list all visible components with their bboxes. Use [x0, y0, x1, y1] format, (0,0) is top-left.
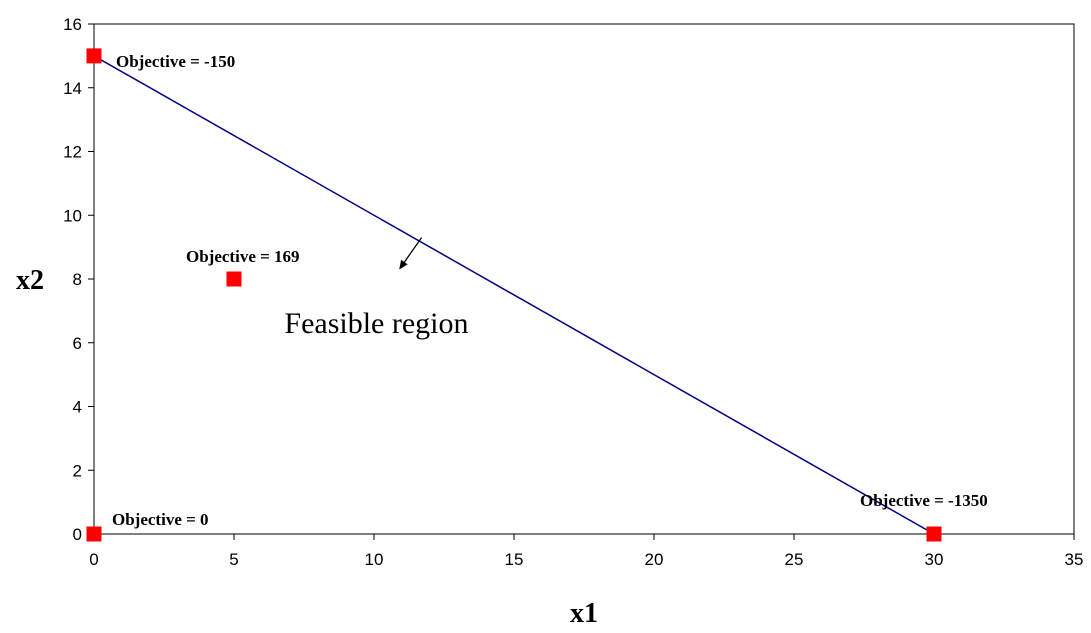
feasible-direction-arrow [399, 237, 423, 270]
point-label: Objective = -1350 [860, 491, 988, 510]
x-tick-label: 15 [505, 550, 524, 569]
y-tick-label: 12 [63, 143, 82, 162]
data-point [226, 271, 242, 287]
x-tick-label: 30 [925, 550, 944, 569]
point-label: Objective = -150 [116, 52, 235, 71]
y-tick-label: 10 [63, 206, 82, 225]
constraint-line [93, 55, 935, 535]
y-tick-label: 16 [63, 15, 82, 34]
y-tick-label: 8 [73, 270, 82, 289]
x-tick-label: 35 [1065, 550, 1084, 569]
x-tick-label: 5 [229, 550, 238, 569]
data-point [86, 526, 102, 542]
feasible-region-label: Feasible region [284, 307, 468, 340]
y-tick-label: 0 [73, 525, 82, 544]
point-label: Objective = 169 [186, 247, 300, 266]
data-point [86, 48, 102, 64]
y-tick-label: 2 [73, 461, 82, 480]
x-tick-label: 20 [645, 550, 664, 569]
plot-area-frame [93, 23, 1075, 535]
data-point [926, 526, 942, 542]
y-tick-label: 14 [63, 79, 82, 98]
y-axis-ticks: 0 2 4 6 8 10 12 14 16 [63, 15, 94, 544]
y-tick-label: 4 [73, 398, 82, 417]
y-axis-label: x2 [16, 265, 44, 296]
x-tick-label: 25 [785, 550, 804, 569]
point-labels: Objective = -150 Objective = 169 Objective… [112, 52, 988, 529]
x-tick-label: 0 [89, 550, 98, 569]
x-axis-label: x1 [570, 598, 598, 629]
y-tick-label: 6 [73, 334, 82, 353]
x-tick-label: 10 [365, 550, 384, 569]
data-points [86, 48, 942, 542]
point-label: Objective = 0 [112, 510, 209, 529]
